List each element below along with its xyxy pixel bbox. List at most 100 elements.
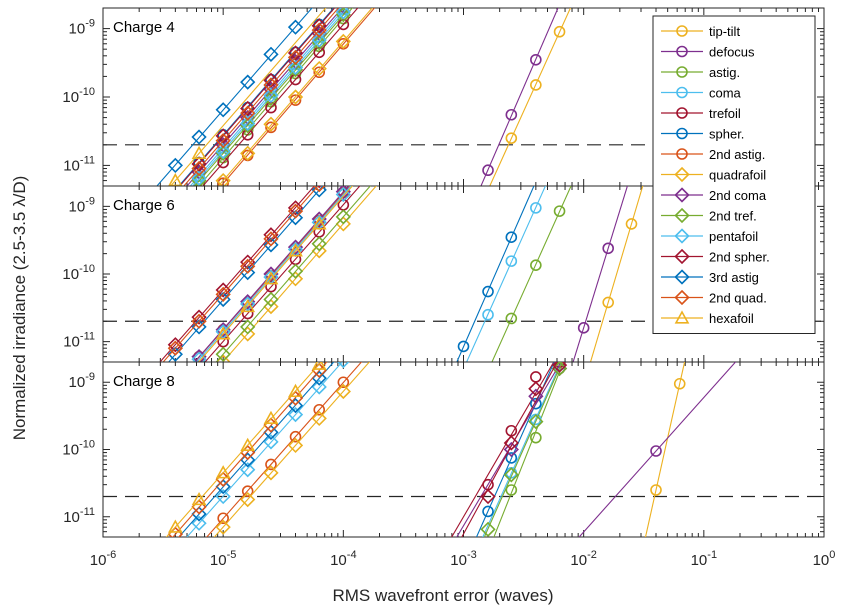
data-point: [505, 452, 518, 464]
data-point: [167, 519, 183, 533]
data-point: [215, 286, 231, 302]
data-point: [215, 346, 231, 362]
data-point: [528, 413, 544, 430]
data-point: [505, 108, 518, 121]
data-point: [287, 45, 304, 61]
legend-label: quadrafoil: [709, 168, 766, 183]
data-point: [191, 491, 207, 506]
data-point: [240, 254, 256, 270]
data-point: [191, 515, 207, 531]
legend-entry: coma: [661, 86, 742, 101]
series-astig-: [491, 186, 572, 362]
series-2nd-spher-: [461, 362, 568, 537]
legend-entry: quadrafoil: [661, 166, 766, 183]
series-defocus: [578, 362, 737, 537]
data-point: [337, 362, 350, 369]
series-line: [167, 186, 324, 362]
legend-entry: hexafoil: [661, 310, 754, 326]
y-tick-label: 10-9: [69, 195, 95, 215]
series-line: [191, 8, 348, 186]
legend-marker: [676, 45, 688, 58]
panel-1: 10-11 10-10 10-9 Charge 4: [62, 7, 825, 187]
data-point: [287, 89, 304, 105]
legend-label: coma: [709, 86, 742, 101]
series-3rd-astig: [167, 186, 327, 362]
data-point: [530, 259, 542, 271]
legend-marker: [676, 107, 688, 119]
data-point: [311, 410, 327, 427]
y-tick-label: 10-10: [62, 86, 95, 106]
series-2nd-tref-: [191, 8, 351, 186]
data-point: [191, 156, 207, 172]
data-point: [313, 403, 326, 416]
series-3rd-astig: [156, 8, 313, 186]
data-point: [215, 102, 231, 118]
data-point: [191, 309, 207, 325]
data-point: [553, 205, 566, 217]
data-point: [311, 236, 327, 252]
series-2nd-astig-: [206, 362, 363, 537]
data-point: [482, 285, 494, 298]
legend-label: hexafoil: [709, 311, 754, 326]
legend-marker: [676, 127, 688, 140]
x-axis: 10-6 10-5 10-4 10-3 10-2 10-1 100: [90, 549, 836, 569]
data-point: [191, 172, 207, 186]
legend-entry: astig.: [661, 65, 740, 80]
data-point: [311, 216, 327, 230]
series-pentafoil: [191, 8, 351, 186]
data-point: [240, 258, 256, 274]
series-tip-tilt: [589, 186, 644, 362]
series-line: [220, 8, 376, 186]
data-point: [287, 49, 304, 65]
series-line: [483, 362, 563, 537]
data-point: [265, 458, 277, 471]
data-point: [240, 105, 256, 121]
x-tick-label: 100: [813, 549, 836, 569]
legend-label: 2nd tref.: [709, 209, 757, 224]
series-line: [178, 362, 335, 537]
data-point: [480, 488, 496, 505]
x-tick-label: 10-4: [330, 549, 356, 569]
data-point: [288, 243, 303, 257]
data-point: [263, 116, 279, 132]
y-tick-label: 10-9: [69, 18, 95, 38]
data-point: [503, 435, 519, 451]
series-2nd-spher-: [159, 186, 322, 362]
data-point: [265, 121, 277, 134]
series-2nd-quad-: [162, 186, 326, 362]
data-point: [505, 255, 518, 267]
data-point: [530, 53, 542, 66]
data-point: [263, 291, 279, 308]
legend-marker: [674, 248, 690, 265]
data-point: [215, 143, 231, 160]
x-tick-label: 10-1: [691, 549, 717, 569]
series-line: [493, 362, 564, 537]
x-axis-title: RMS wavefront error (waves): [332, 586, 553, 605]
legend-entry: tip-tilt: [661, 24, 740, 39]
legend-label: defocus: [709, 45, 755, 60]
panel-series: [156, 8, 572, 186]
series-2nd-tref-: [215, 186, 371, 362]
series-line: [169, 8, 327, 186]
x-tick-label: 10-5: [210, 549, 236, 569]
data-point: [505, 231, 518, 243]
series-line: [491, 186, 572, 362]
data-point: [263, 271, 279, 285]
data-point: [168, 172, 183, 186]
series-coma: [466, 186, 547, 362]
legend-label: 2nd astig.: [709, 147, 765, 162]
panel-3: 10-11 10-10 10-9 Charge 8: [62, 361, 825, 538]
data-point: [191, 129, 207, 145]
data-point: [167, 346, 183, 362]
legend-label: 2nd quad.: [709, 291, 767, 306]
data-point: [240, 145, 256, 161]
legend-marker: [676, 25, 688, 37]
legend-label: trefoil: [709, 106, 741, 121]
data-point: [625, 218, 638, 230]
y-axis-title: Normalized irradiance (2.5-3.5 λ/D): [10, 176, 29, 441]
data-point: [530, 431, 542, 444]
series-line: [456, 186, 535, 362]
data-point: [240, 319, 256, 335]
series-hexafoil: [168, 8, 327, 186]
series-line: [202, 8, 359, 186]
